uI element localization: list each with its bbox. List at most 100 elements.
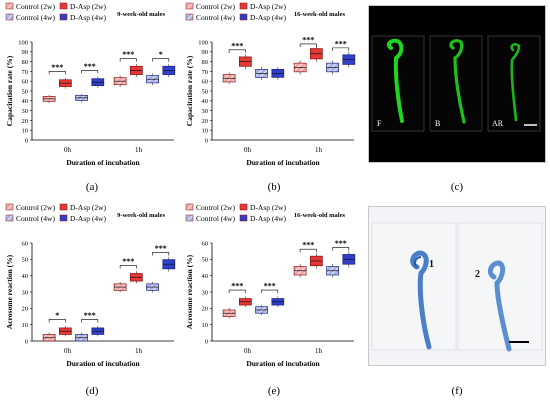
chart-legend: Control (2w) D-Asp (2w) Control (4w) D-Asp … bbox=[5, 203, 107, 223]
micrograph-label-1: 1 bbox=[429, 259, 434, 270]
legend-swatch-control-2w bbox=[5, 203, 14, 211]
y-tick-label: 10 bbox=[22, 128, 29, 135]
y-tick-label: 90 bbox=[202, 49, 209, 56]
legend-label-control-4w: Control (4w) bbox=[16, 214, 55, 223]
legend-label-daspa-2w: D-Asp (2w) bbox=[250, 2, 287, 11]
y-tick-label: 40 bbox=[22, 273, 29, 280]
x-tick-label: 0h bbox=[64, 146, 72, 154]
chart-b-svg: Control (2w) D-Asp (2w) Control (4w) D-Asp … bbox=[185, 2, 356, 167]
significance-mark: *** bbox=[335, 239, 347, 248]
y-tick-label: 70 bbox=[22, 69, 29, 76]
y-tick-label: 60 bbox=[22, 240, 29, 247]
y-tick-label: 50 bbox=[22, 88, 29, 95]
significance-bracket bbox=[299, 43, 317, 47]
y-tick-label: 80 bbox=[202, 59, 209, 66]
micrograph-ar: AR bbox=[487, 35, 541, 132]
legend-swatch-control-4w bbox=[185, 13, 194, 21]
chart-legend: Control (2w) D-Asp (2w) Control (4w) D-Asp … bbox=[185, 203, 287, 223]
y-tick-label: 30 bbox=[22, 289, 29, 296]
chart-panel-a: Control (2w) D-Asp (2w) Control (4w) D-Asp … bbox=[2, 2, 182, 167]
x-axis-label: Duration of incubation bbox=[66, 158, 140, 167]
legend-label-daspa-2w: D-Asp (2w) bbox=[70, 203, 107, 212]
x-tick-label: 0h bbox=[244, 146, 252, 154]
micrograph-f: F bbox=[371, 35, 425, 132]
x-tick-label: 1h bbox=[135, 146, 143, 154]
significance-bracket bbox=[261, 289, 279, 294]
x-axis-label: Duration of incubation bbox=[246, 359, 320, 368]
micrograph-label-ar: AR bbox=[492, 119, 504, 128]
y-tick-label: 40 bbox=[202, 273, 209, 280]
significance-mark: *** bbox=[231, 41, 243, 50]
y-tick-label: 40 bbox=[202, 98, 209, 105]
x-tick-label: 1h bbox=[135, 347, 143, 355]
significance-mark: *** bbox=[84, 62, 96, 71]
significance-mark: *** bbox=[122, 257, 134, 266]
legend-swatch-daspa-4w bbox=[59, 13, 68, 21]
chart-legend: Control (2w) D-Asp (2w) Control (4w) D-Asp … bbox=[185, 2, 287, 22]
legend-swatch-daspa-2w bbox=[239, 2, 248, 10]
y-tick-label: 50 bbox=[22, 257, 29, 264]
y-tick-label: 20 bbox=[22, 306, 29, 313]
chart-legend: Control (2w) D-Asp (2w) Control (4w) D-Asp … bbox=[5, 2, 107, 22]
legend-label-daspa-4w: D-Asp (4w) bbox=[250, 13, 287, 22]
significance-bracket bbox=[228, 289, 246, 294]
significance-mark: *** bbox=[302, 241, 314, 250]
legend-label-control-2w: Control (2w) bbox=[16, 203, 55, 212]
fluorescence-micrographs: F B AR bbox=[371, 35, 541, 132]
significance-bracket bbox=[119, 58, 137, 62]
significance-mark: *** bbox=[302, 35, 314, 44]
y-tick-label: 20 bbox=[22, 118, 29, 125]
chart-title: 9-week-old males bbox=[117, 11, 165, 18]
panel-label-e: (e) bbox=[267, 385, 281, 397]
y-tick-label: 60 bbox=[202, 79, 209, 86]
chart-panel-b: Control (2w) D-Asp (2w) Control (4w) D-Asp … bbox=[182, 2, 362, 167]
x-tick-label: 0h bbox=[244, 347, 252, 355]
stained-micrographs: 1 2 bbox=[371, 222, 543, 352]
y-tick-label: 0 bbox=[205, 338, 208, 345]
significance-mark: *** bbox=[84, 311, 96, 320]
y-tick-label: 0 bbox=[25, 137, 28, 144]
panel-label-c: (c) bbox=[450, 181, 464, 193]
significance-mark: *** bbox=[155, 244, 167, 253]
y-tick-label: 50 bbox=[202, 88, 209, 95]
panel-label-b: (b) bbox=[267, 181, 281, 193]
legend-label-daspa-2w: D-Asp (2w) bbox=[250, 203, 287, 212]
panel-label-f: (f) bbox=[451, 385, 463, 397]
chart-title: 16-week-old males bbox=[294, 212, 346, 219]
legend-swatch-control-2w bbox=[5, 2, 14, 10]
y-tick-label: 80 bbox=[22, 59, 29, 66]
x-tick-label: 1h bbox=[315, 146, 323, 154]
legend-swatch-daspa-2w bbox=[239, 203, 248, 211]
legend-label-daspa-4w: D-Asp (4w) bbox=[250, 214, 287, 223]
y-tick-label: 30 bbox=[22, 108, 29, 115]
significance-mark: *** bbox=[264, 282, 276, 291]
significance-mark: *** bbox=[122, 50, 134, 59]
significance-mark: * bbox=[55, 311, 59, 320]
y-tick-label: 60 bbox=[202, 240, 209, 247]
y-tick-label: 30 bbox=[202, 108, 209, 115]
chart-a-svg: Control (2w) D-Asp (2w) Control (4w) D-Asp … bbox=[5, 2, 176, 167]
legend-swatch-control-4w bbox=[185, 214, 194, 222]
y-tick-label: 70 bbox=[202, 69, 209, 76]
significance-mark: *** bbox=[51, 63, 63, 72]
legend-swatch-daspa-4w bbox=[239, 214, 248, 222]
x-axis-label: Duration of incubation bbox=[246, 158, 320, 167]
significance-mark: *** bbox=[231, 282, 243, 291]
panel-label-d: (d) bbox=[85, 385, 99, 397]
legend-label-control-2w: Control (2w) bbox=[196, 2, 235, 11]
micrograph-label-2: 2 bbox=[475, 269, 480, 280]
micrograph-label-b: B bbox=[435, 119, 440, 128]
y-axis-label: Capacitation rate (%) bbox=[5, 55, 14, 126]
chart-e-svg: Control (2w) D-Asp (2w) Control (4w) D-Asp … bbox=[185, 203, 356, 368]
legend-swatch-control-2w bbox=[185, 2, 194, 10]
y-tick-label: 20 bbox=[202, 306, 209, 313]
y-tick-label: 40 bbox=[22, 98, 29, 105]
significance-bracket bbox=[81, 70, 99, 74]
chart-panel-d: Control (2w) D-Asp (2w) Control (4w) D-Asp … bbox=[2, 203, 182, 368]
y-tick-label: 20 bbox=[202, 118, 209, 125]
x-axis-label: Duration of incubation bbox=[66, 359, 140, 368]
legend-swatch-control-2w bbox=[185, 203, 194, 211]
y-tick-label: 50 bbox=[202, 257, 209, 264]
chart-panel-e: Control (2w) D-Asp (2w) Control (4w) D-Asp … bbox=[182, 203, 362, 368]
micrograph-panel-f: 1 2 bbox=[368, 206, 546, 366]
